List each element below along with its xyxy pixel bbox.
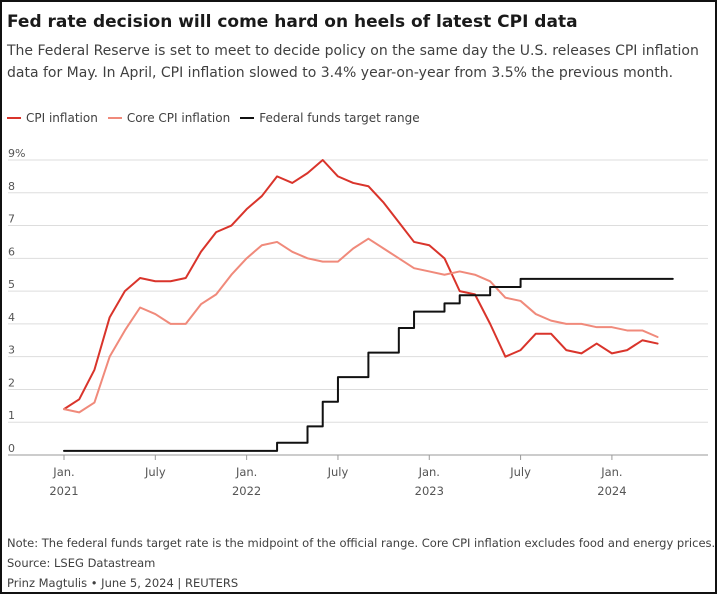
y-tick-label: 5 bbox=[8, 278, 15, 291]
legend-item-fed-funds: Federal funds target range bbox=[240, 111, 420, 125]
source-line: Source: LSEG Datastream bbox=[7, 556, 156, 570]
x-tick-label: July bbox=[327, 465, 349, 479]
gridlines bbox=[8, 159, 708, 456]
y-tick-label: 2 bbox=[8, 376, 15, 389]
legend-label-cpi: CPI inflation bbox=[26, 111, 98, 125]
y-tick-label: 7 bbox=[8, 213, 15, 226]
core-cpi-inflation-line bbox=[63, 237, 659, 414]
x-tick-label: July bbox=[509, 465, 531, 479]
footer: Note: The federal funds target rate is t… bbox=[7, 533, 715, 593]
footnote: Note: The federal funds target rate is t… bbox=[7, 536, 715, 550]
chart-subtitle: The Federal Reserve is set to meet to de… bbox=[7, 43, 699, 81]
x-tick-label: Jan. bbox=[600, 465, 622, 479]
fed-funds-target-line bbox=[63, 277, 674, 452]
x-tick-year-label: 2024 bbox=[597, 484, 626, 498]
credit-line: Prinz Magtulis • June 5, 2024 | REUTERS bbox=[7, 576, 239, 590]
y-axis-ticks: 0 1 2 3 4 5 6 7 8 9% bbox=[8, 147, 25, 455]
x-tick-label: Jan. bbox=[52, 465, 74, 479]
x-tick-year-label: 2022 bbox=[232, 484, 261, 498]
x-tick-year-label: 2023 bbox=[415, 484, 444, 498]
legend-swatch-fed-funds bbox=[240, 117, 255, 119]
y-tick-label: 3 bbox=[8, 344, 15, 357]
y-tick-label: 6 bbox=[8, 245, 15, 258]
legend-swatch-core-cpi bbox=[107, 117, 122, 119]
y-tick-label: 4 bbox=[8, 311, 15, 324]
chart-legend: CPI inflation Core CPI inflation Federal… bbox=[7, 111, 430, 125]
legend-swatch-cpi bbox=[7, 117, 21, 119]
x-tick-year-label: 2021 bbox=[49, 484, 78, 498]
cpi-inflation-line bbox=[63, 159, 659, 411]
x-axis-ticks: Jan. 2021 July Jan. 2022 July Jan. 2023 July Jan.… bbox=[49, 455, 627, 498]
chart-title: Fed rate decision will come hard on heel… bbox=[7, 12, 578, 32]
y-tick-label: 1 bbox=[8, 409, 15, 422]
y-tick-label: 0 bbox=[8, 442, 15, 455]
x-tick-label: July bbox=[144, 465, 166, 479]
legend-item-core-cpi: Core CPI inflation bbox=[107, 111, 231, 125]
series-lines bbox=[63, 159, 674, 452]
legend-item-cpi: CPI inflation bbox=[7, 111, 98, 125]
y-tick-label: 8 bbox=[8, 180, 15, 193]
x-tick-label: Jan. bbox=[235, 465, 257, 479]
legend-label-fed-funds: Federal funds target range bbox=[259, 111, 420, 125]
y-tick-label: 9% bbox=[8, 147, 25, 160]
legend-label-core-cpi: Core CPI inflation bbox=[126, 111, 231, 125]
x-tick-label: Jan. bbox=[418, 465, 440, 479]
